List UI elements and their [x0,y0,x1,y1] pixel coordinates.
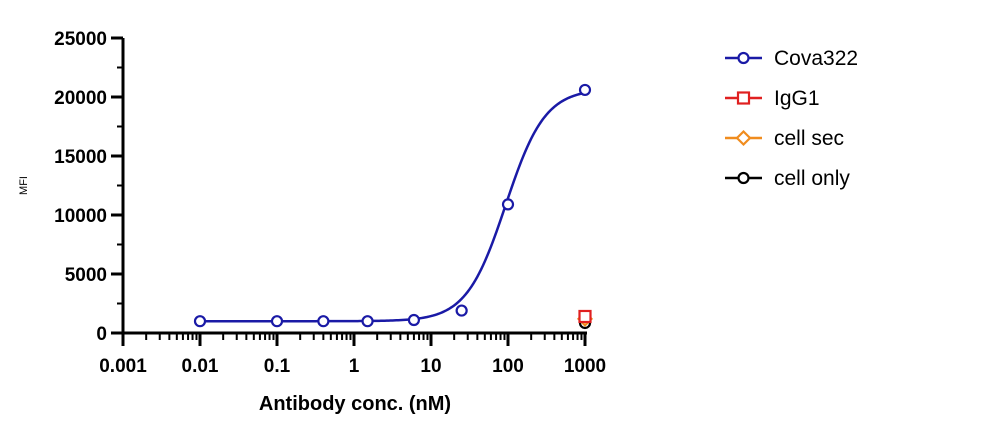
legend: Cova322 IgG1 cell sec cell only [725,47,858,190]
cova322-point [578,83,592,97]
legend-item-cell-only: cell only [725,167,850,190]
igg1-point [578,309,592,324]
x-tick-label: 10 [420,356,441,377]
x-axis: 0.001 0.01 0.1 1 10 100 1000 [99,331,606,377]
legend-marker [737,171,750,185]
x-tick-label: 0.01 [182,356,219,377]
legend-label: IgG1 [774,87,820,110]
y-tick-label: 0 [96,324,107,345]
x-tick-label: 0.001 [99,356,147,377]
legend-label: Cova322 [774,47,858,70]
legend-label: cell only [774,167,850,190]
legend-item-igg1: IgG1 [725,87,820,110]
y-tick-label: 20000 [54,88,107,109]
cova322-point [455,304,468,317]
cova322-point [317,315,330,328]
y-axis: 0 5000 10000 15000 20000 25000 [54,29,125,345]
cova322-point [193,315,207,328]
legend-item-cova322: Cova322 [725,47,858,70]
y-tick-label: 10000 [54,206,107,227]
x-tick-label: 100 [492,356,524,377]
cova322-point [270,315,284,328]
legend-marker [737,51,750,65]
x-axis-title: Antibody conc. (nM) [259,393,451,415]
x-tick-label: 0.1 [264,356,291,377]
y-tick-label: 5000 [65,265,107,286]
y-tick-label: 15000 [54,147,107,168]
cova322-fit-curve [200,91,586,323]
cova322-point [361,315,374,328]
y-tick-label: 25000 [54,29,107,50]
legend-item-cell-sec: cell sec [725,127,844,150]
legend-label: cell sec [774,127,844,150]
cova322-point [501,198,515,211]
legend-marker [735,129,752,147]
x-tick-label: 1000 [564,356,606,377]
plot-area [193,83,594,330]
y-axis-title: MFI [18,176,30,195]
x-tick-label: 1 [349,356,360,377]
legend-marker [736,91,751,105]
cova322-point [407,313,421,327]
